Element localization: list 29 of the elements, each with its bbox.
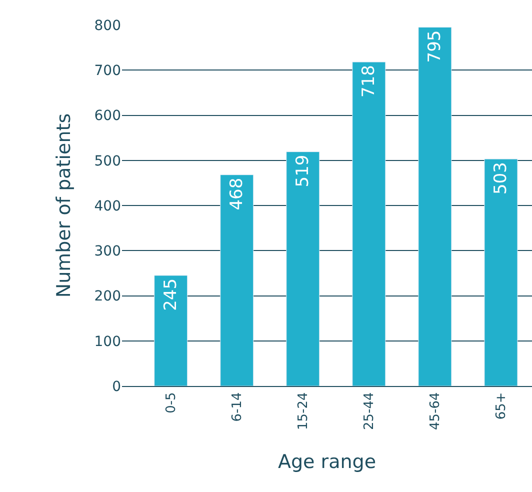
x-tick-label: 25-44 [362, 392, 378, 430]
data-label: 718 [358, 65, 379, 98]
data-label: 503 [490, 162, 511, 194]
x-tick-label: 45-64 [428, 392, 444, 430]
x-tick-label: 6-14 [230, 392, 246, 422]
y-tick-label: 800 [94, 18, 121, 34]
y-tick-label: 500 [94, 153, 121, 170]
x-tick-label: 15-24 [296, 392, 312, 430]
data-label: 468 [226, 178, 247, 210]
bar [418, 27, 452, 386]
data-label: 795 [424, 30, 445, 63]
y-axis-title: Number of patients [53, 113, 76, 298]
bar [352, 62, 386, 386]
bar [286, 152, 320, 386]
bar [484, 158, 518, 386]
y-tick-label: 600 [94, 108, 121, 124]
data-label: 245 [160, 278, 181, 311]
y-tick-label: 400 [94, 198, 121, 214]
y-tick-label: 700 [94, 63, 121, 80]
y-tick-label: 300 [94, 244, 121, 260]
data-label: 519 [292, 154, 313, 188]
x-axis-title: Age range [278, 450, 376, 473]
x-tick-label: 0-5 [164, 392, 180, 414]
bar [220, 174, 254, 386]
y-tick-label: 0 [112, 378, 121, 395]
y-tick-label: 200 [94, 288, 121, 305]
y-tick-label: 100 [94, 334, 121, 350]
bar [154, 275, 188, 386]
x-tick-label: 65+ [494, 392, 510, 420]
